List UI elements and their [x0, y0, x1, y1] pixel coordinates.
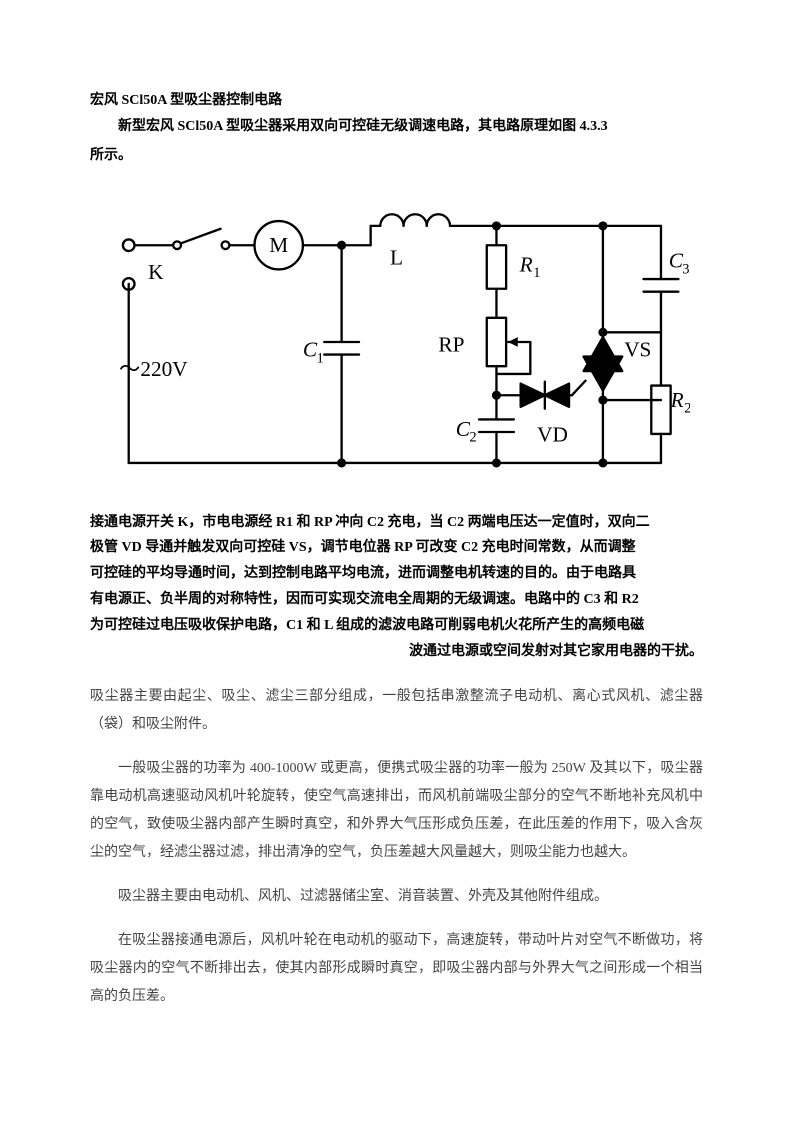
circuit-svg: K M L ～220V C 1 R 1 RP C 2 VD VS C 3 R 2 [90, 192, 690, 492]
caption-line: 可控硅的平均导通时间，达到控制电路平均电流，进而调整电机转速的目的。由于电路具 [90, 561, 703, 587]
label-C3-sub: 3 [682, 261, 689, 277]
caption-line: 波通过电源或空间发射对其它家用电器的干扰。 [90, 639, 703, 665]
label-source: ～220V [119, 356, 188, 380]
label-RP: RP [438, 332, 464, 356]
body-paragraph: 在吸尘器接通电源后，风机叶轮在电动机的驱动下，高速旋转，带动叶片对空气不断做功，… [90, 927, 703, 1011]
label-VD: VD [537, 422, 568, 446]
label-C1-sub: 1 [316, 350, 323, 366]
body-paragraph: 一般吸尘器的功率为 400-1000W 或更高，便携式吸尘器的功率一般为 250… [90, 755, 703, 867]
body-paragraph: 吸尘器主要由电动机、风机、过滤器储尘室、消音装置、外壳及其他附件组成。 [90, 883, 703, 911]
circuit-diagram: K M L ～220V C 1 R 1 RP C 2 VD VS C 3 R 2 [90, 192, 703, 492]
figure-caption: 接通电源开关 K，市电电源经 R1 和 RP 冲向 C2 充电，当 C2 两端电… [90, 510, 703, 665]
label-R2-sub: 2 [684, 400, 690, 416]
label-C2-sub: 2 [469, 429, 476, 445]
document-page: 宏风 SCl50A 型吸尘器控制电路 新型宏风 SCl50A 型吸尘器采用双向可… [0, 0, 793, 1122]
intro-paragraph: 新型宏风 SCl50A 型吸尘器采用双向可控硅无级调速电路，其电路原理如图 4.… [90, 114, 703, 141]
label-VS: VS [624, 337, 651, 361]
label-K: K [148, 260, 164, 284]
page-title: 宏风 SCl50A 型吸尘器控制电路 [90, 90, 703, 112]
caption-line: 极管 VD 导通并触发双向可控硅 VS，调节电位器 RP 可改变 C2 充电时间… [90, 535, 703, 561]
label-L: L [390, 245, 403, 269]
caption-line: 为可控硅过电压吸收保护电路，C1 和 L 组成的滤波电路可削弱电机火花所产生的高… [90, 613, 703, 639]
label-M: M [269, 233, 288, 257]
intro-paragraph-last: 所示。 [90, 143, 703, 170]
label-R1-sub: 1 [533, 265, 540, 281]
body-paragraph: 吸尘器主要由起尘、吸尘、滤尘三部分组成，一般包括串激整流子电动机、离心式风机、滤… [90, 683, 703, 739]
label-R1: R [519, 252, 533, 276]
body-text: 吸尘器主要由起尘、吸尘、滤尘三部分组成，一般包括串激整流子电动机、离心式风机、滤… [90, 683, 703, 1011]
label-R2: R [670, 387, 684, 411]
caption-line: 接通电源开关 K，市电电源经 R1 和 RP 冲向 C2 充电，当 C2 两端电… [90, 510, 703, 536]
caption-line: 有电源正、负半周的对称特性，因而可实现交流电全周期的无级调速。电路中的 C3 和… [90, 587, 703, 613]
